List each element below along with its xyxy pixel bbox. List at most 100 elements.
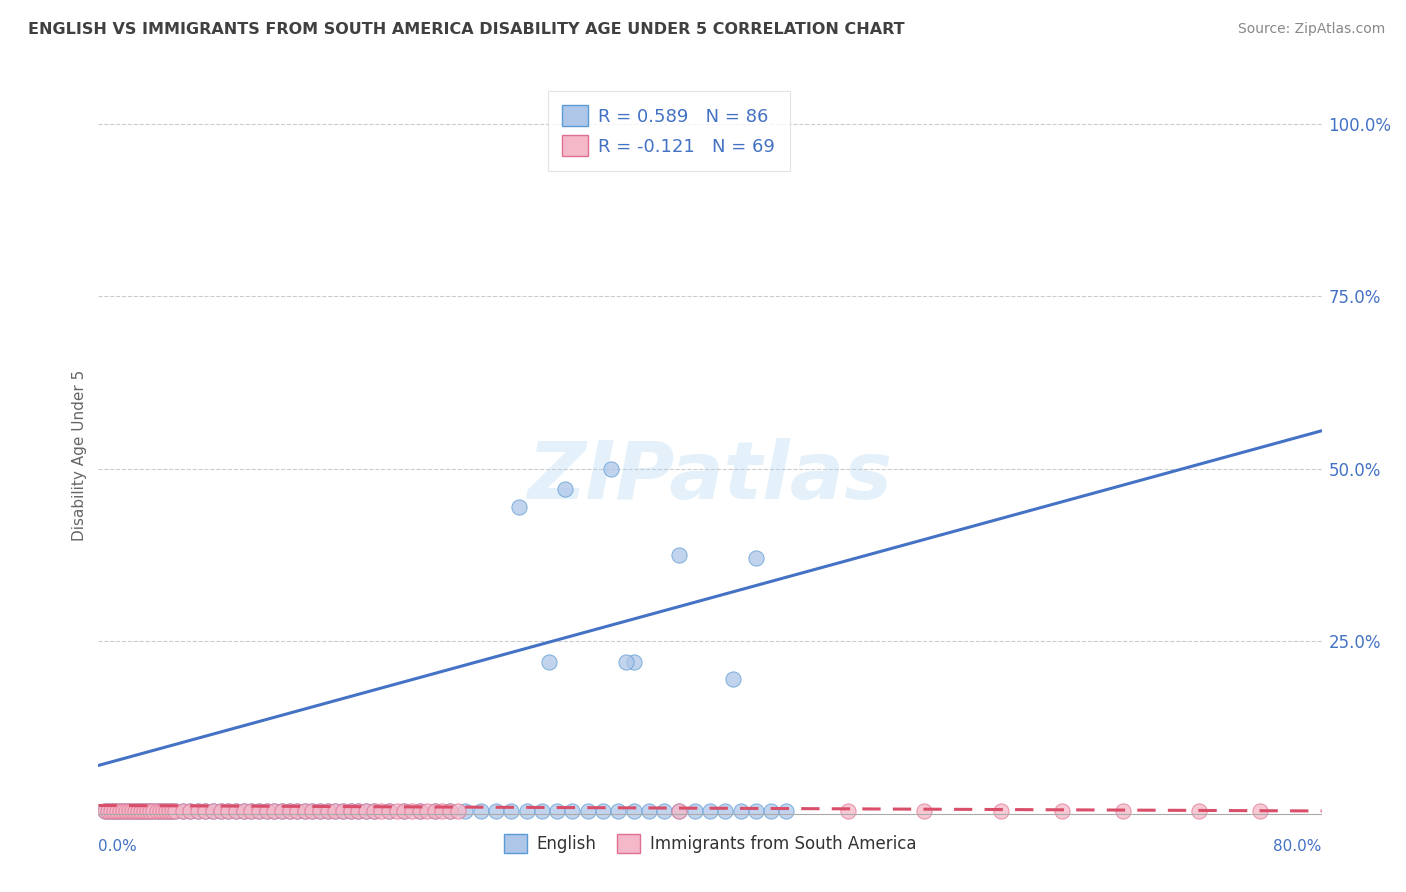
Text: ZIPatlas: ZIPatlas	[527, 438, 893, 516]
Point	[194, 804, 217, 818]
Point	[668, 804, 690, 818]
Point	[354, 804, 377, 818]
Point	[155, 804, 177, 818]
Point	[127, 804, 149, 818]
Point	[149, 804, 172, 818]
Point	[278, 804, 301, 818]
Point	[247, 804, 270, 818]
Point	[439, 804, 461, 818]
Point	[263, 804, 285, 818]
Point	[129, 804, 152, 818]
Point	[546, 804, 568, 818]
Point	[439, 804, 461, 818]
Point	[301, 804, 323, 818]
Point	[97, 804, 120, 818]
Point	[294, 804, 316, 818]
Point	[139, 804, 162, 818]
Point	[247, 804, 270, 818]
Point	[263, 804, 285, 818]
Point	[714, 804, 737, 818]
Point	[111, 804, 134, 818]
Point	[470, 804, 492, 818]
Text: 0.0%: 0.0%	[98, 838, 138, 854]
Point	[1249, 804, 1271, 818]
Legend: English, Immigrants from South America: English, Immigrants from South America	[496, 827, 924, 860]
Point	[209, 804, 232, 818]
Point	[187, 804, 209, 818]
Point	[225, 804, 247, 818]
Point	[301, 804, 323, 818]
Point	[699, 804, 721, 818]
Point	[108, 804, 131, 818]
Point	[157, 804, 180, 818]
Point	[637, 804, 661, 818]
Point	[134, 804, 156, 818]
Point	[614, 655, 637, 669]
Point	[187, 804, 209, 818]
Point	[115, 804, 138, 818]
Point	[370, 804, 392, 818]
Point	[240, 804, 263, 818]
Point	[136, 804, 159, 818]
Point	[115, 804, 138, 818]
Point	[363, 804, 385, 818]
Point	[363, 804, 385, 818]
Point	[623, 804, 645, 818]
Point	[416, 804, 439, 818]
Point	[683, 804, 706, 818]
Point	[745, 804, 768, 818]
Point	[285, 804, 308, 818]
Point	[339, 804, 361, 818]
Point	[134, 804, 156, 818]
Point	[202, 804, 225, 818]
Point	[172, 804, 194, 818]
Point	[217, 804, 239, 818]
Point	[408, 804, 430, 818]
Point	[232, 804, 254, 818]
Point	[256, 804, 278, 818]
Point	[316, 804, 339, 818]
Point	[240, 804, 263, 818]
Point	[837, 804, 859, 818]
Point	[100, 804, 122, 818]
Point	[607, 804, 630, 818]
Point	[217, 804, 239, 818]
Point	[485, 804, 508, 818]
Point	[136, 804, 159, 818]
Point	[172, 804, 194, 818]
Point	[139, 804, 162, 818]
Point	[401, 804, 423, 818]
Point	[285, 804, 308, 818]
Point	[501, 804, 523, 818]
Point	[105, 804, 128, 818]
Point	[339, 804, 361, 818]
Point	[97, 804, 120, 818]
Point	[325, 804, 347, 818]
Point	[592, 804, 614, 818]
Point	[118, 804, 141, 818]
Point	[105, 804, 128, 818]
Point	[157, 804, 180, 818]
Text: Source: ZipAtlas.com: Source: ZipAtlas.com	[1237, 22, 1385, 37]
Point	[1112, 804, 1135, 818]
Point	[668, 804, 690, 818]
Point	[316, 804, 339, 818]
Point	[103, 804, 125, 818]
Point	[124, 804, 146, 818]
Point	[652, 804, 675, 818]
Point	[142, 804, 165, 818]
Point	[163, 804, 186, 818]
Point	[775, 804, 797, 818]
Point	[93, 804, 115, 818]
Point	[623, 655, 645, 669]
Point	[149, 804, 172, 818]
Point	[103, 804, 125, 818]
Point	[530, 804, 553, 818]
Text: ENGLISH VS IMMIGRANTS FROM SOUTH AMERICA DISABILITY AGE UNDER 5 CORRELATION CHAR: ENGLISH VS IMMIGRANTS FROM SOUTH AMERICA…	[28, 22, 904, 37]
Point	[599, 461, 621, 475]
Point	[354, 804, 377, 818]
Point	[294, 804, 316, 818]
Point	[270, 804, 292, 818]
Point	[516, 804, 538, 818]
Point	[1050, 804, 1073, 818]
